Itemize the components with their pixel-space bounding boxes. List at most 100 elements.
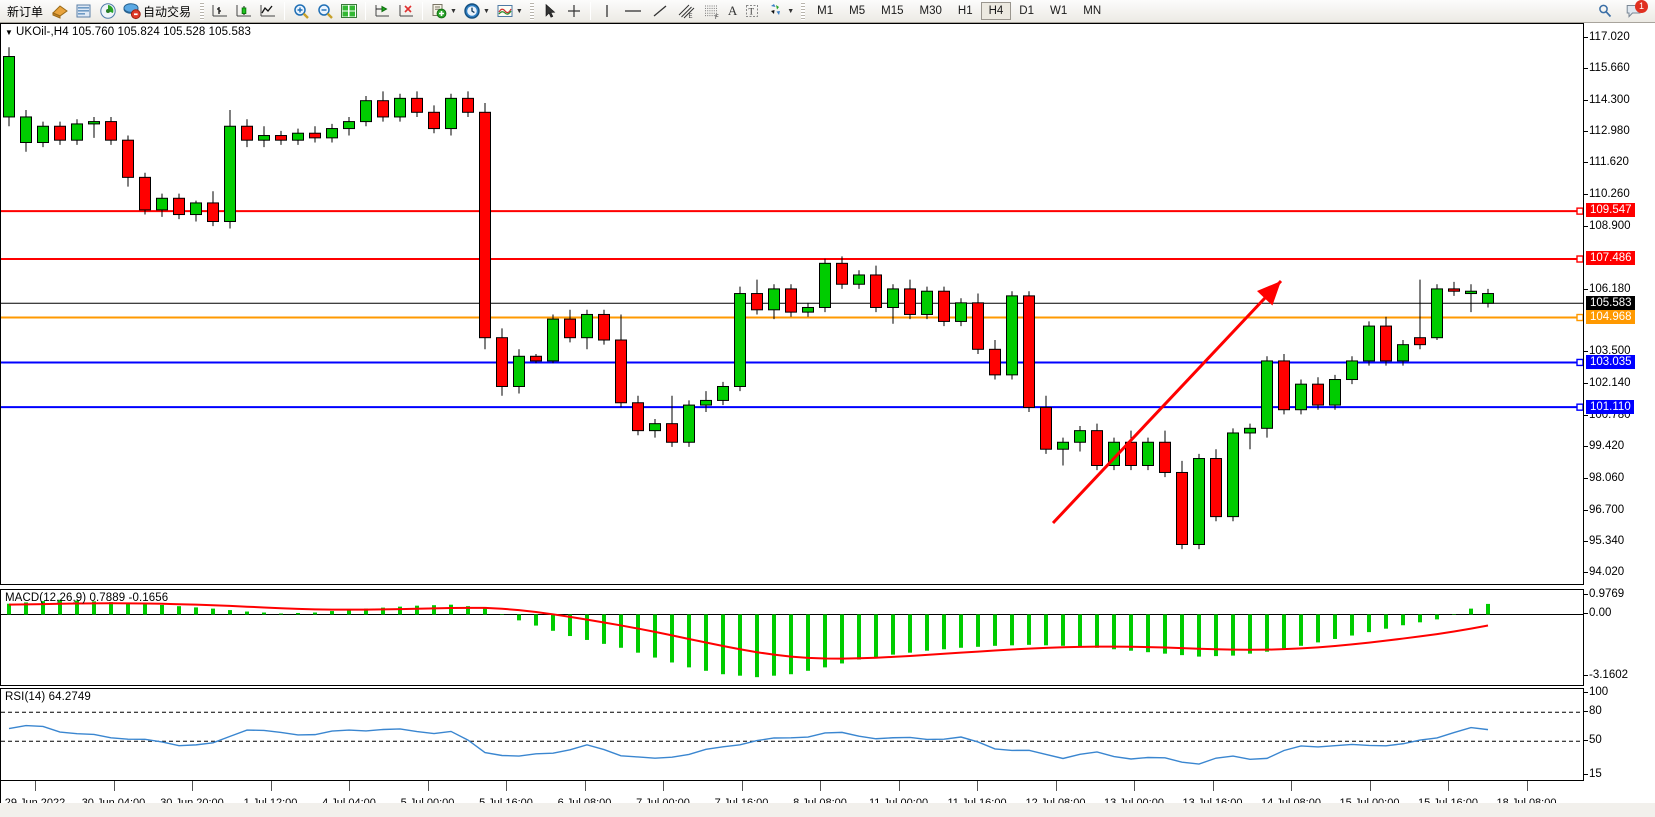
time-axis-tickmark bbox=[584, 781, 586, 791]
toolbar-grip-2[interactable] bbox=[529, 2, 534, 20]
rsi-axis[interactable]: 100 80 50 15 bbox=[1584, 685, 1655, 781]
chevron-down-icon[interactable]: ▼ bbox=[482, 7, 490, 15]
axis-tick-label: 112.980 bbox=[1589, 124, 1630, 137]
price-axis[interactable]: 117.020 115.660 114.300 112.980 111.620 110.2… bbox=[1584, 23, 1655, 585]
timeframe-mn[interactable]: MN bbox=[1083, 5, 1102, 17]
candlestick-chart-icon[interactable] bbox=[232, 1, 256, 22]
auto-scroll-icon[interactable] bbox=[394, 1, 418, 22]
toolbar-grip-1[interactable] bbox=[200, 2, 205, 20]
timeframe-m30[interactable]: M30 bbox=[919, 5, 942, 17]
shapes-icon[interactable]: ▼ bbox=[764, 1, 797, 22]
notification-bubble-icon[interactable]: 1 bbox=[1621, 0, 1648, 22]
toolbar-grip-3[interactable] bbox=[801, 2, 806, 20]
axis-tickmark bbox=[1584, 414, 1588, 416]
axis-tick-label: 96.700 bbox=[1589, 503, 1625, 516]
rsi-pane-title: RSI(14) 64.2749 bbox=[5, 691, 91, 703]
price-pane-inner bbox=[1, 24, 1583, 584]
timeframe-h1[interactable]: H1 bbox=[957, 5, 973, 17]
templates-icon[interactable]: ▼ bbox=[493, 1, 526, 22]
axis-tickmark bbox=[1584, 691, 1588, 693]
chart-area[interactable]: ▼ UKOil-,H4 105.760 105.824 105.528 105.5… bbox=[0, 23, 1655, 817]
price-level-badge[interactable]: 103.035 bbox=[1586, 355, 1635, 370]
price-level-badge[interactable]: 101.110 bbox=[1586, 399, 1634, 414]
periodicity-icon[interactable]: ▼ bbox=[460, 1, 493, 22]
chart-shift-icon[interactable] bbox=[370, 1, 394, 22]
main-toolbar: 新订单 bbox=[0, 0, 1655, 23]
timeframe-d1[interactable]: D1 bbox=[1019, 5, 1034, 17]
time-axis-tickmark bbox=[1448, 781, 1449, 791]
price-level-badge[interactable]: 109.547 bbox=[1586, 203, 1635, 218]
line-chart-icon[interactable] bbox=[256, 1, 280, 22]
zoom-out-icon[interactable] bbox=[313, 1, 337, 22]
price-pane[interactable]: ▼ UKOil-,H4 105.760 105.824 105.528 105.5… bbox=[0, 23, 1584, 585]
time-axis-tickmark bbox=[977, 781, 978, 791]
macd-axis[interactable]: 0.9769 0.00 -3.1602 bbox=[1584, 588, 1655, 686]
axis-tickmark bbox=[1584, 477, 1588, 479]
axis-tickmark bbox=[1584, 99, 1588, 101]
axis-tickmark bbox=[1584, 351, 1588, 353]
time-axis-tickmark bbox=[427, 781, 429, 791]
time-axis-tickmark bbox=[192, 781, 193, 791]
trend-line-icon[interactable] bbox=[647, 1, 673, 22]
time-axis-tickmark bbox=[1369, 781, 1371, 791]
data-window-icon[interactable] bbox=[72, 1, 96, 22]
search-icon[interactable] bbox=[1593, 1, 1617, 22]
timeframe-m1[interactable]: M1 bbox=[817, 5, 834, 17]
auto-trading-button[interactable]: 自动交易 bbox=[120, 1, 196, 22]
axis-tick-label: 100 bbox=[1589, 685, 1609, 698]
time-axis-tickmark bbox=[1134, 781, 1135, 791]
timeframe-m5[interactable]: M5 bbox=[849, 5, 866, 17]
expert-advisor-icon[interactable] bbox=[48, 1, 72, 22]
timeframe-h4[interactable]: H4 bbox=[980, 2, 1012, 20]
equidistant-channel-icon[interactable]: E bbox=[673, 1, 699, 22]
rsi-pane[interactable]: RSI(14) 64.2749 bbox=[0, 688, 1584, 781]
price-level-badge[interactable]: 105.583 bbox=[1586, 295, 1635, 310]
time-axis-tickmark bbox=[898, 781, 900, 791]
vertical-line-icon[interactable] bbox=[595, 1, 619, 22]
crosshair-icon[interactable] bbox=[562, 1, 586, 22]
toolbar-separator-3 bbox=[422, 2, 424, 20]
axis-tickmark bbox=[1584, 162, 1588, 164]
bar-chart-icon[interactable] bbox=[208, 1, 232, 22]
timeframe-w1[interactable]: W1 bbox=[1050, 5, 1068, 17]
zoom-in-icon[interactable] bbox=[289, 1, 313, 22]
price-level-badge[interactable]: 107.486 bbox=[1586, 251, 1635, 266]
fibonacci-retracement-icon[interactable]: F bbox=[699, 1, 725, 22]
chevron-down-icon[interactable]: ▼ bbox=[515, 7, 523, 15]
axis-tick-label: 110.260 bbox=[1589, 187, 1630, 200]
candlestick-plot bbox=[1, 47, 1583, 550]
new-order-button[interactable]: 新订单 bbox=[2, 1, 48, 22]
cursor-icon[interactable] bbox=[538, 1, 562, 22]
horizontal-line-icon[interactable] bbox=[619, 1, 647, 22]
axis-tick-label: 98.060 bbox=[1589, 471, 1625, 484]
text-label-icon[interactable]: A bbox=[727, 3, 738, 18]
chevron-down-icon[interactable]: ▼ bbox=[787, 7, 795, 15]
price-pane-title: ▼ UKOil-,H4 105.760 105.824 105.528 105.5… bbox=[5, 26, 251, 38]
signals-icon[interactable] bbox=[96, 1, 120, 22]
chevron-down-icon[interactable]: ▼ bbox=[5, 28, 14, 37]
macd-pane[interactable]: MACD(12,26,9) 0.7889 -0.1656 bbox=[0, 589, 1584, 686]
axis-tickmark bbox=[1584, 446, 1588, 448]
macd-pane-title: MACD(12,26,9) 0.7889 -0.1656 bbox=[5, 592, 169, 604]
auto-trading-label: 自动交易 bbox=[143, 4, 192, 19]
svg-text:T: T bbox=[749, 7, 755, 17]
text-icon[interactable]: T bbox=[740, 1, 764, 22]
axis-tick-label: 50 bbox=[1589, 734, 1602, 747]
chevron-down-icon[interactable]: ▼ bbox=[450, 7, 457, 15]
price-level-badge[interactable]: 104.968 bbox=[1586, 310, 1635, 325]
status-bar bbox=[0, 803, 1655, 817]
rsi-plot bbox=[1, 711, 1583, 765]
indicators-icon[interactable]: ▼ bbox=[427, 1, 460, 22]
symbol-ohlc-label: UKOil-,H4 105.760 105.824 105.528 105.58… bbox=[16, 26, 251, 38]
time-axis-tickmark bbox=[506, 781, 507, 791]
tile-windows-icon[interactable] bbox=[337, 1, 361, 22]
axis-tick-label: 103.500 bbox=[1589, 345, 1631, 358]
time-axis-tickmark bbox=[113, 781, 115, 791]
macd-pane-inner bbox=[1, 590, 1583, 685]
timeframe-m15[interactable]: M15 bbox=[881, 5, 904, 17]
axis-tickmark bbox=[1584, 288, 1588, 290]
axis-tickmark bbox=[1584, 675, 1588, 677]
time-axis-tickmark bbox=[1212, 781, 1214, 791]
time-axis-tickmark bbox=[1055, 781, 1057, 791]
